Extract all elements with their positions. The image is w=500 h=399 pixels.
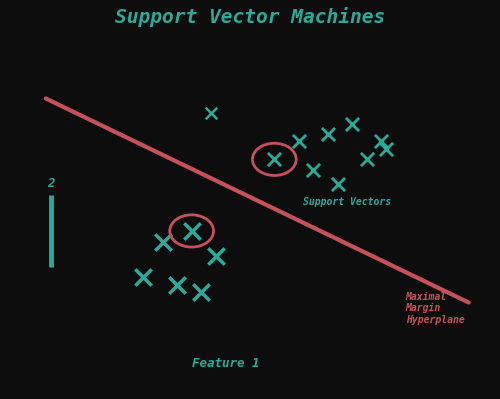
Point <box>324 131 332 138</box>
Point <box>294 138 302 145</box>
Point <box>158 239 166 245</box>
Point <box>207 110 215 116</box>
Point <box>348 120 356 127</box>
Point <box>173 281 181 288</box>
Text: Support Vectors: Support Vectors <box>304 198 392 207</box>
Point <box>188 228 196 234</box>
Point <box>382 145 390 152</box>
Point <box>270 156 278 162</box>
Text: Feature 1: Feature 1 <box>192 357 260 370</box>
Point <box>212 253 220 259</box>
Point <box>139 274 147 280</box>
Point <box>334 181 342 188</box>
Point <box>309 167 317 173</box>
Point <box>378 138 386 145</box>
Point <box>362 156 370 162</box>
Text: 2: 2 <box>47 177 54 190</box>
Text: Maximal
Margin
Hyperplane: Maximal Margin Hyperplane <box>406 292 464 325</box>
Point <box>198 288 205 295</box>
Title: Support Vector Machines: Support Vector Machines <box>115 7 385 27</box>
